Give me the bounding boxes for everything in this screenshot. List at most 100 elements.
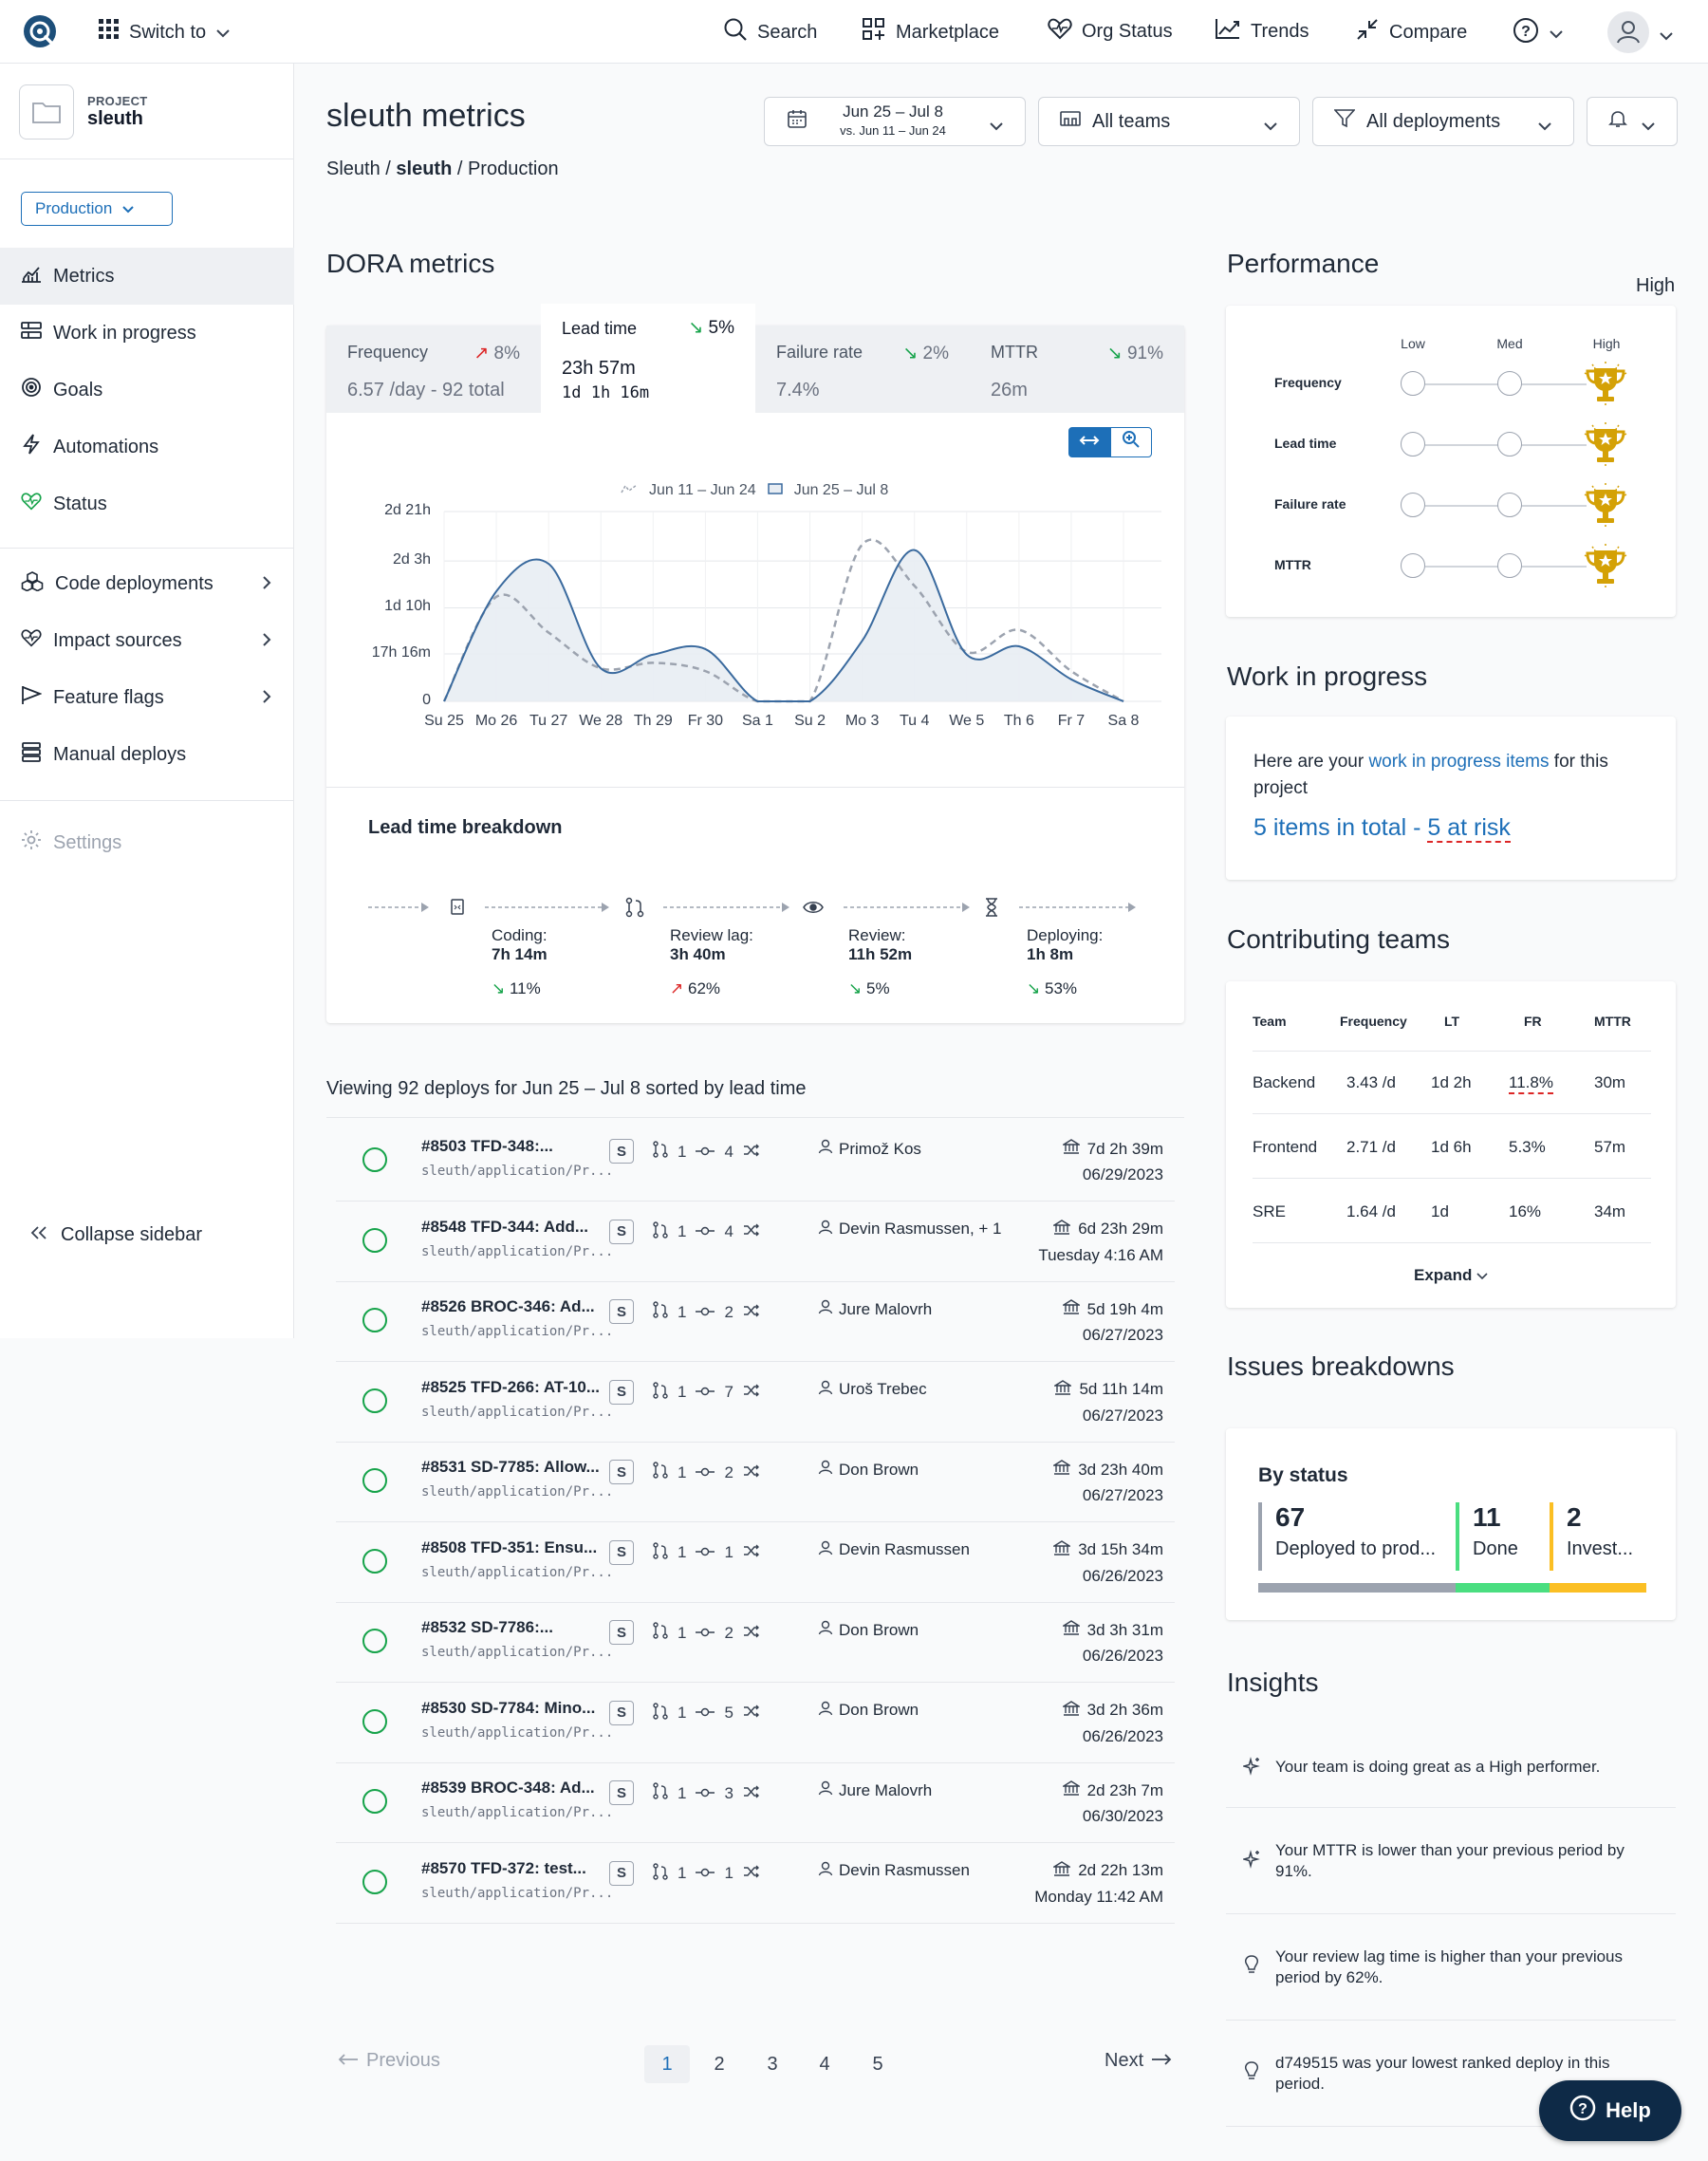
deploy-row[interactable]: #8525 TFD-266: AT-10... sleuth/applicati… xyxy=(336,1363,1175,1443)
wip-total[interactable]: 5 items in total xyxy=(1253,814,1407,841)
deployments-select[interactable]: All deployments xyxy=(1312,97,1574,146)
wip-link[interactable]: work in progress items xyxy=(1368,752,1550,772)
search-button[interactable]: Search xyxy=(723,17,817,47)
shuffle-icon xyxy=(743,1222,760,1241)
expand-horizontal-button[interactable] xyxy=(1068,427,1110,457)
deploy-title[interactable]: #8539 BROC-348: Ad... xyxy=(421,1779,595,1797)
deploy-author[interactable]: Jure Malovrh xyxy=(818,1299,932,1319)
team-frequency: 1.64 /d xyxy=(1346,1202,1396,1220)
deploy-row[interactable]: #8532 SD-7786:... sleuth/application/Pr.… xyxy=(336,1603,1175,1683)
marketplace-button[interactable]: Marketplace xyxy=(862,17,999,47)
breadcrumb-org[interactable]: Sleuth xyxy=(326,158,381,179)
deploy-title[interactable]: #8531 SD-7785: Allow... xyxy=(421,1458,600,1476)
tab-value: 7.4% xyxy=(776,380,820,401)
org-status-button[interactable]: Org Status xyxy=(1048,17,1173,46)
sidebar-item-goals[interactable]: Goals xyxy=(0,362,294,419)
page-4-button[interactable]: 4 xyxy=(819,2053,830,2075)
environment-select[interactable]: Production xyxy=(21,192,173,226)
sidebar-item-status[interactable]: Status xyxy=(0,475,294,532)
previous-page-button[interactable]: Previous xyxy=(338,2050,440,2072)
deploy-author[interactable]: Devin Rasmussen xyxy=(818,1540,970,1560)
deploy-author[interactable]: Don Brown xyxy=(818,1620,919,1640)
tab-failure-rate[interactable]: Failure rate ↘ 2% 7.4% xyxy=(755,326,970,413)
compare-button[interactable]: Compare xyxy=(1355,17,1467,47)
deploy-title[interactable]: #8530 SD-7784: Mino... xyxy=(421,1698,596,1717)
deploy-row[interactable]: #8526 BROC-346: Ad... sleuth/application… xyxy=(336,1282,1175,1362)
deploy-author[interactable]: Jure Malovrh xyxy=(818,1780,932,1800)
bank-icon xyxy=(1061,1780,1082,1800)
sidebar-item-manual-deploys[interactable]: Manual deploys xyxy=(0,726,294,783)
collapse-sidebar-button[interactable]: Collapse sidebar xyxy=(30,1224,202,1246)
pull-request-icon xyxy=(653,1702,668,1724)
team-name[interactable]: SRE xyxy=(1253,1202,1286,1220)
page-3-button[interactable]: 3 xyxy=(767,2053,778,2075)
status-label: Deployed to prod... xyxy=(1275,1538,1436,1559)
deploy-author[interactable]: Don Brown xyxy=(818,1701,919,1721)
author-name: Jure Malovrh xyxy=(839,1780,933,1799)
project-selector[interactable]: PROJECT sleuth xyxy=(19,84,148,140)
user-menu-button[interactable] xyxy=(1607,11,1674,59)
deploy-row[interactable]: #8531 SD-7785: Allow... sleuth/applicati… xyxy=(336,1443,1175,1522)
sidebar-item-metrics[interactable]: Metrics xyxy=(0,248,294,305)
divider xyxy=(1253,1178,1651,1179)
deploy-row[interactable]: #8530 SD-7784: Mino... sleuth/applicatio… xyxy=(336,1684,1175,1763)
sidebar-item-settings[interactable]: Settings xyxy=(0,814,294,871)
commit-icon xyxy=(696,1784,715,1803)
page-5-button[interactable]: 5 xyxy=(872,2053,883,2075)
deploy-title[interactable]: #8503 TFD-348:... xyxy=(421,1137,553,1155)
expand-teams-button[interactable]: Expand xyxy=(1414,1266,1488,1285)
tab-lead-time[interactable]: Lead time ↘ 5% 23h 57m 1d 1h 16m xyxy=(541,304,755,413)
sidebar-item-impact-sources[interactable]: Impact sources xyxy=(0,612,294,669)
sleuth-logo-icon[interactable] xyxy=(21,12,59,50)
deploy-row[interactable]: #8539 BROC-348: Ad... sleuth/application… xyxy=(336,1763,1175,1843)
deploy-title[interactable]: #8525 TFD-266: AT-10... xyxy=(421,1377,601,1396)
zoom-button[interactable] xyxy=(1110,427,1152,457)
wip-at-risk[interactable]: 5 at risk xyxy=(1427,814,1511,843)
team-name[interactable]: Backend xyxy=(1253,1073,1316,1091)
status-deployed[interactable]: 67 Deployed to prod... xyxy=(1258,1502,1456,1571)
deploy-author[interactable]: Devin Rasmussen xyxy=(818,1861,970,1881)
tab-mttr[interactable]: MTTR ↘ 91% 26m xyxy=(970,326,1184,413)
deploy-title[interactable]: #8526 BROC-346: Ad... xyxy=(421,1297,595,1315)
help-button[interactable]: ? Help xyxy=(1539,2080,1681,2141)
deploy-title[interactable]: #8548 TFD-344: Add... xyxy=(421,1217,589,1236)
deploy-meta: 1 1 xyxy=(653,1862,760,1885)
deploy-author[interactable]: Don Brown xyxy=(818,1460,919,1480)
sidebar-item-work-in-progress[interactable]: Work in progress xyxy=(0,305,294,362)
deploy-row[interactable]: #8548 TFD-344: Add... sleuth/application… xyxy=(336,1202,1175,1282)
wip-card xyxy=(1226,717,1676,880)
tab-value: 6.57 /day - 92 total xyxy=(347,380,505,401)
deploy-author[interactable]: Devin Rasmussen, + 1 xyxy=(818,1220,1002,1239)
compare-label: Compare xyxy=(1389,21,1468,43)
date-range-select[interactable]: Jun 25 – Jul 8 vs. Jun 11 – Jun 24 xyxy=(764,97,1026,146)
deploy-row[interactable]: #8570 TFD-372: test... sleuth/applicatio… xyxy=(336,1844,1175,1924)
breadcrumb-project[interactable]: sleuth xyxy=(396,158,453,179)
switch-to-button[interactable]: Switch to xyxy=(99,19,231,46)
teams-select[interactable]: All teams xyxy=(1038,97,1300,146)
deploy-title[interactable]: #8508 TFD-351: Ensu... xyxy=(421,1537,598,1556)
status-investigating[interactable]: 2 Invest... xyxy=(1550,1502,1646,1571)
commit-count: 4 xyxy=(724,1222,733,1240)
sidebar-item-code-deployments[interactable]: Code deployments xyxy=(0,555,294,612)
sidebar-item-automations[interactable]: Automations xyxy=(0,419,294,475)
deploy-author[interactable]: Primož Kos xyxy=(818,1139,921,1159)
team-name[interactable]: Frontend xyxy=(1253,1138,1318,1156)
page-2-button[interactable]: 2 xyxy=(714,2053,725,2075)
sidebar-item-feature-flags[interactable]: Feature flags xyxy=(0,669,294,726)
help-menu-button[interactable]: ? xyxy=(1513,17,1564,49)
deploy-row[interactable]: #8508 TFD-351: Ensu... sleuth/applicatio… xyxy=(336,1523,1175,1603)
wip-count[interactable]: 5 items in total - 5 at risk xyxy=(1253,814,1511,843)
series-current-area xyxy=(444,550,1123,701)
deploy-title[interactable]: #8570 TFD-372: test... xyxy=(421,1858,586,1877)
next-page-button[interactable]: Next xyxy=(1105,2050,1172,2072)
page-1-button[interactable]: 1 xyxy=(644,2045,690,2083)
deploy-author[interactable]: Uroš Trebec xyxy=(818,1380,927,1400)
column-low: Low xyxy=(1401,336,1425,351)
notifications-button[interactable] xyxy=(1587,97,1678,146)
trends-button[interactable]: Trends xyxy=(1215,17,1309,46)
shuffle-icon xyxy=(743,1784,760,1803)
status-done[interactable]: 11 Done xyxy=(1456,1502,1550,1571)
deploy-title[interactable]: #8532 SD-7786:... xyxy=(421,1618,553,1636)
deploy-row[interactable]: #8503 TFD-348:... sleuth/application/Pr.… xyxy=(336,1122,1175,1202)
tab-frequency[interactable]: Frequency ↗ 8% 6.57 /day - 92 total xyxy=(326,326,541,413)
